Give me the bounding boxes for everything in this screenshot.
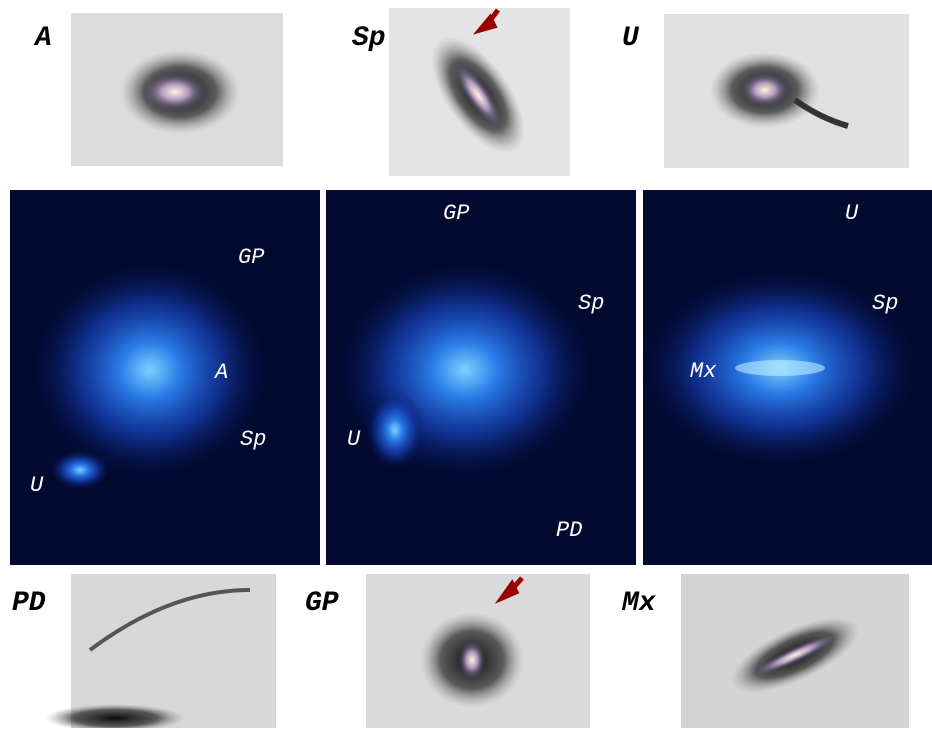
arrow xyxy=(494,576,524,604)
galaxy-halo xyxy=(45,704,185,732)
panel-label: GP xyxy=(305,588,339,619)
sim-label: Mx xyxy=(690,359,717,384)
galaxy-core xyxy=(739,72,791,108)
sim-label: U xyxy=(845,201,859,226)
panel-label: Sp xyxy=(352,23,386,54)
sim-label: PD xyxy=(556,518,582,543)
simulation-glow xyxy=(50,450,110,490)
panel-label: Mx xyxy=(621,588,657,619)
sim-label: GP xyxy=(443,201,469,226)
galaxy-core xyxy=(749,632,841,678)
sim-label: Sp xyxy=(872,291,898,316)
simulation-glow xyxy=(365,390,425,470)
arrow xyxy=(472,8,500,35)
galaxy-core xyxy=(141,72,209,112)
tidal-stream xyxy=(88,588,251,652)
sim-label: U xyxy=(30,473,44,498)
simulation-glow xyxy=(30,260,270,480)
sim-label: U xyxy=(347,427,361,452)
sim-label: Sp xyxy=(240,427,266,452)
panel-label: A xyxy=(33,23,52,54)
panel-label: PD xyxy=(12,588,46,619)
galaxy-image xyxy=(71,574,276,728)
sim-label: Sp xyxy=(578,291,604,316)
tidal-tail xyxy=(793,97,849,129)
galaxy-core xyxy=(453,61,503,129)
panel-label: U xyxy=(622,23,640,54)
sim-label: GP xyxy=(238,245,264,270)
galaxy-core xyxy=(458,640,486,680)
sim-label: A xyxy=(213,360,228,385)
simulation-disk xyxy=(735,360,825,376)
